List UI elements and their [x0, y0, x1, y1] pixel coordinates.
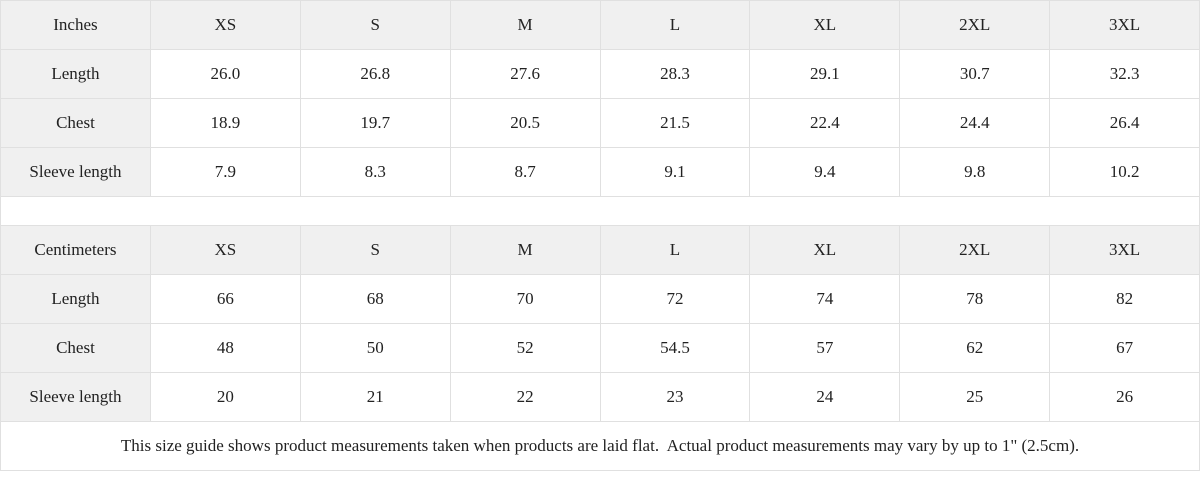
measurement-value: 50: [299, 323, 451, 373]
measurement-value: 72: [599, 274, 751, 324]
unit-header-centimeters: Centimeters: [0, 225, 151, 275]
size-column-header: S: [299, 225, 451, 275]
table-row: [0, 196, 1200, 226]
measurement-value: 74: [749, 274, 901, 324]
measurement-value: 24.4: [899, 98, 1051, 148]
measurement-value: 66: [149, 274, 301, 324]
measurement-value: 8.3: [299, 147, 451, 197]
measurement-value: 26.8: [299, 49, 451, 99]
size-column-header: XS: [149, 225, 301, 275]
table-row: Length 26.0 26.8 27.6 28.3 29.1 30.7 32.…: [0, 49, 1200, 99]
row-label: Sleeve length: [0, 372, 151, 422]
table-spacer: [0, 196, 1200, 226]
measurement-value: 21.5: [599, 98, 751, 148]
measurement-value: 68: [299, 274, 451, 324]
size-column-header: XL: [749, 225, 901, 275]
measurement-value: 20: [149, 372, 301, 422]
measurement-value: 23: [599, 372, 751, 422]
measurement-value: 22.4: [749, 98, 901, 148]
measurement-value: 82: [1049, 274, 1200, 324]
measurement-value: 25: [899, 372, 1051, 422]
measurement-value: 9.1: [599, 147, 751, 197]
measurement-value: 62: [899, 323, 1051, 373]
size-column-header: S: [299, 0, 451, 50]
measurement-value: 10.2: [1049, 147, 1200, 197]
measurement-value: 78: [899, 274, 1051, 324]
size-column-header: 3XL: [1049, 0, 1200, 50]
measurement-value: 7.9: [149, 147, 301, 197]
measurement-value: 29.1: [749, 49, 901, 99]
measurement-value: 18.9: [149, 98, 301, 148]
measurement-value: 26.0: [149, 49, 301, 99]
measurement-value: 67: [1049, 323, 1200, 373]
size-column-header: XS: [149, 0, 301, 50]
size-column-header: 3XL: [1049, 225, 1200, 275]
table-row: This size guide shows product measuremen…: [0, 421, 1200, 471]
measurement-value: 20.5: [449, 98, 601, 148]
measurement-value: 9.8: [899, 147, 1051, 197]
table-row: Length 66 68 70 72 74 78 82: [0, 274, 1200, 324]
table-row: Inches XS S M L XL 2XL 3XL: [0, 0, 1200, 50]
measurement-value: 52: [449, 323, 601, 373]
measurement-value: 28.3: [599, 49, 751, 99]
measurement-value: 21: [299, 372, 451, 422]
row-label: Chest: [0, 323, 151, 373]
table-row: Chest 48 50 52 54.5 57 62 67: [0, 323, 1200, 373]
row-label: Length: [0, 49, 151, 99]
measurement-value: 48: [149, 323, 301, 373]
row-label: Length: [0, 274, 151, 324]
size-column-header: M: [449, 0, 601, 50]
measurement-value: 19.7: [299, 98, 451, 148]
measurement-value: 54.5: [599, 323, 751, 373]
measurement-value: 70: [449, 274, 601, 324]
table-row: Sleeve length 20 21 22 23 24 25 26: [0, 372, 1200, 422]
size-column-header: L: [599, 0, 751, 50]
measurement-value: 8.7: [449, 147, 601, 197]
table-row: Sleeve length 7.9 8.3 8.7 9.1 9.4 9.8 10…: [0, 147, 1200, 197]
size-column-header: 2XL: [899, 0, 1051, 50]
size-column-header: 2XL: [899, 225, 1051, 275]
row-label: Chest: [0, 98, 151, 148]
size-column-header: M: [449, 225, 601, 275]
measurement-value: 24: [749, 372, 901, 422]
size-column-header: L: [599, 225, 751, 275]
row-label: Sleeve length: [0, 147, 151, 197]
size-guide-note: This size guide shows product measuremen…: [0, 421, 1200, 471]
measurement-value: 30.7: [899, 49, 1051, 99]
measurement-value: 27.6: [449, 49, 601, 99]
table-row: Chest 18.9 19.7 20.5 21.5 22.4 24.4 26.4: [0, 98, 1200, 148]
measurement-value: 57: [749, 323, 901, 373]
size-column-header: XL: [749, 0, 901, 50]
measurement-value: 22: [449, 372, 601, 422]
table-row: Centimeters XS S M L XL 2XL 3XL: [0, 225, 1200, 275]
measurement-value: 32.3: [1049, 49, 1200, 99]
measurement-value: 26.4: [1049, 98, 1200, 148]
measurement-value: 9.4: [749, 147, 901, 197]
unit-header-inches: Inches: [0, 0, 151, 50]
measurement-value: 26: [1049, 372, 1200, 422]
